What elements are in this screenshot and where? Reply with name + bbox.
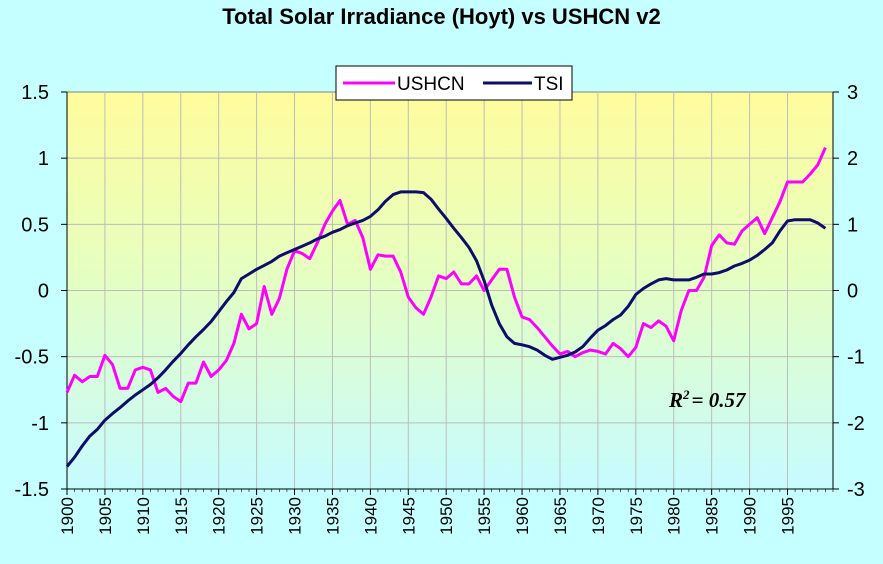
- right-tick-label: -2: [847, 413, 865, 435]
- x-tick-label: 1920: [210, 497, 229, 535]
- axes: 1900 1905 1910 1915 1920 1925 1930 1935 1940 1945…: [15, 82, 865, 535]
- series-lines: [65, 146, 827, 468]
- left-tick-label: 1.5: [21, 82, 49, 104]
- series-line-tsi: [65, 190, 827, 468]
- left-tick-label: -0.5: [15, 347, 49, 369]
- r2-value: = 0.57: [692, 388, 747, 412]
- r2-superscript: 2: [682, 387, 690, 402]
- right-tick-label: 2: [847, 148, 858, 170]
- x-tick-label: 1955: [475, 497, 494, 535]
- x-tick-label: 1900: [58, 497, 77, 535]
- x-tick-label: 1905: [96, 497, 115, 535]
- legend: USHCN TSI: [335, 65, 573, 101]
- x-tick-label: 1995: [778, 497, 797, 535]
- x-tick-label: 1930: [286, 497, 305, 535]
- x-tick-label: 1960: [513, 497, 532, 535]
- right-tick-label: -1: [847, 347, 865, 369]
- left-tick-label: -1: [31, 413, 49, 435]
- x-tick-label: 1985: [703, 497, 722, 535]
- x-tick-label: 1925: [248, 497, 267, 535]
- right-tick-label: 1: [847, 214, 858, 236]
- x-tick-label: 1910: [134, 497, 153, 535]
- x-tick-label: 1915: [172, 497, 191, 535]
- x-tick-label: 1980: [665, 497, 684, 535]
- x-tick-label: 1975: [627, 497, 646, 535]
- left-tick-label: -1.5: [15, 479, 49, 501]
- left-tick-label: 1: [38, 148, 49, 170]
- x-tick-label: 1945: [399, 497, 418, 535]
- r2-annotation: R2= 0.57: [668, 387, 747, 412]
- left-tick-label: 0: [38, 281, 49, 303]
- r2-symbol: R: [668, 388, 683, 412]
- legend-label-tsi: TSI: [534, 74, 564, 95]
- right-tick-label: 3: [847, 82, 858, 104]
- x-tick-label: 1990: [741, 497, 760, 535]
- left-tick-label: 0.5: [21, 214, 49, 236]
- x-tick-label: 1950: [437, 497, 456, 535]
- x-tick-label: 1970: [589, 497, 608, 535]
- x-tick-label: 1935: [323, 497, 342, 535]
- chart-title: Total Solar Irradiance (Hoyt) vs USHCN v…: [222, 4, 661, 29]
- right-tick-label: -3: [847, 479, 865, 501]
- right-tick-label: 0: [847, 281, 858, 303]
- grid: [67, 92, 833, 489]
- x-tick-label: 1965: [551, 497, 570, 535]
- legend-label-ushcn: USHCN: [397, 74, 465, 95]
- x-tick-label: 1940: [361, 497, 380, 535]
- series-line-ushcn: [65, 146, 827, 404]
